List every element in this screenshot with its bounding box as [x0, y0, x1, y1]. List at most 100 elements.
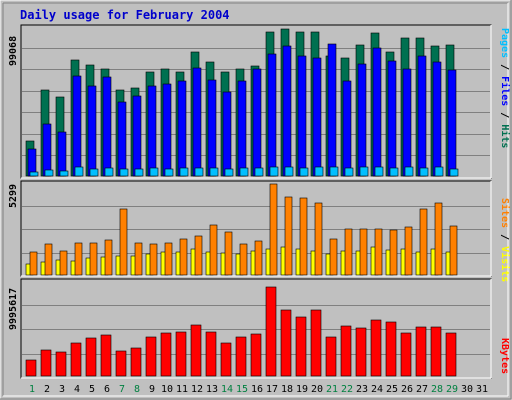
- sites-bar-day-5: [89, 242, 98, 276]
- sites-bar-day-15: [239, 243, 248, 276]
- day-label-16: 16: [251, 384, 263, 395]
- sites-bar-day-2: [44, 243, 53, 276]
- pages-bar-day-15: [239, 167, 249, 177]
- kbytes-bar-day-12: [190, 324, 202, 377]
- sites-bar-day-4: [74, 242, 83, 276]
- pages-bar-day-16: [254, 167, 264, 177]
- files-bar-day-17: [267, 53, 277, 177]
- files-bar-day-23: [357, 63, 367, 177]
- pages-bar-day-28: [434, 166, 444, 177]
- day-label-1: 1: [29, 384, 35, 395]
- pages-bar-day-19: [299, 167, 309, 177]
- day-label-4: 4: [74, 384, 80, 395]
- sites-legend-label: Sites: [499, 198, 511, 228]
- pages-bar-day-9: [149, 167, 159, 177]
- files-bar-day-10: [162, 83, 172, 177]
- hits-legend-label: Hits: [499, 124, 511, 148]
- kbytes-bar-day-17: [265, 286, 277, 377]
- files-legend-label: Files: [499, 76, 511, 106]
- day-label-30: 30: [461, 384, 473, 395]
- files-bar-day-4: [72, 75, 82, 177]
- pages-bar-day-12: [194, 167, 204, 177]
- day-label-15: 15: [236, 384, 248, 395]
- day-label-24: 24: [371, 384, 383, 395]
- sites-bar-day-18: [284, 196, 293, 276]
- kbytes-bar-day-14: [220, 342, 232, 377]
- pages-bar-day-10: [164, 168, 174, 177]
- pages-bar-day-23: [359, 166, 369, 177]
- day-label-26: 26: [401, 384, 413, 395]
- pages-bar-day-6: [104, 167, 114, 177]
- files-bar-day-5: [87, 85, 97, 177]
- files-bar-day-6: [102, 76, 112, 177]
- sites-bar-day-28: [434, 202, 443, 276]
- files-bar-day-22: [342, 80, 352, 177]
- kbytes-max-label: 9995617: [8, 288, 19, 330]
- files-bar-day-21: [327, 43, 337, 177]
- sites-bar-day-22: [344, 228, 353, 276]
- kbytes-bar-day-19: [295, 316, 307, 377]
- files-bar-day-12: [192, 67, 202, 177]
- sites-bar-day-23: [359, 228, 368, 276]
- kbytes-bar-day-5: [85, 337, 97, 377]
- day-axis-labels: 1 2 3 4 5 6 7 8 9 10 11 12 13 14 15 16 17 18 19 20 21 22 23 24 2…: [29, 384, 488, 395]
- sites-bar-day-20: [314, 202, 323, 276]
- kbytes-bar-day-4: [70, 342, 82, 377]
- kbytes-panel: 9995617 KBytes: [8, 278, 510, 379]
- kbytes-bar-day-9: [145, 336, 157, 377]
- pages-legend-label: Pages: [499, 28, 510, 58]
- kbytes-bar-day-15: [235, 336, 247, 377]
- sites-bar-day-21: [329, 238, 338, 276]
- files-bar-day-3: [57, 131, 67, 177]
- chart-title: Daily usage for February 2004: [20, 8, 230, 22]
- day-label-21: 21: [326, 384, 338, 395]
- files-bar-day-9: [147, 85, 157, 177]
- files-bar-day-19: [297, 55, 307, 177]
- files-bar-day-13: [207, 79, 217, 177]
- sites-bar-day-7: [119, 208, 128, 276]
- kbytes-legend-label: KBytes: [499, 338, 510, 374]
- sites-bar-day-12: [194, 235, 203, 276]
- files-bar-day-28: [432, 61, 442, 177]
- kbytes-bar-day-26: [400, 332, 412, 377]
- kbytes-bar-day-7: [115, 350, 127, 377]
- visits-bars: [25, 183, 458, 276]
- sites-bar-day-9: [149, 243, 158, 276]
- sites-bar-day-10: [164, 242, 173, 276]
- hits-max-label: 99068: [8, 36, 19, 66]
- day-label-5: 5: [89, 384, 95, 395]
- kbytes-bar-day-10: [160, 332, 172, 377]
- day-label-11: 11: [176, 384, 188, 395]
- kbytes-bar-day-20: [310, 309, 322, 377]
- hits-panel: 99068 Pages / Files / Hits: [8, 24, 511, 179]
- day-label-13: 13: [206, 384, 218, 395]
- files-bar-day-11: [177, 80, 187, 177]
- kbytes-bar-day-16: [250, 333, 262, 377]
- day-label-23: 23: [356, 384, 368, 395]
- kbytes-bar-day-13: [205, 331, 217, 377]
- kbytes-bar-day-1: [25, 359, 37, 377]
- day-label-31: 31: [476, 384, 488, 395]
- pages-bar-day-11: [179, 167, 189, 177]
- files-bar-day-26: [402, 68, 412, 177]
- pages-bar-day-7: [119, 168, 129, 177]
- pages-bar-day-4: [74, 166, 84, 177]
- day-label-6: 6: [104, 384, 110, 395]
- day-label-22: 22: [341, 384, 353, 395]
- day-label-7: 7: [119, 384, 125, 395]
- kbytes-bar-day-27: [415, 326, 427, 377]
- files-bar-day-20: [312, 57, 322, 177]
- pages-bar-day-18: [284, 166, 294, 177]
- day-label-28: 28: [431, 384, 443, 395]
- sites-bar-day-25: [389, 229, 398, 276]
- day-label-2: 2: [44, 384, 50, 395]
- kbytes-bar-day-18: [280, 309, 292, 377]
- day-label-12: 12: [191, 384, 203, 395]
- sites-bar-day-26: [404, 226, 413, 276]
- sites-bar-day-19: [299, 197, 308, 276]
- files-bar-day-7: [117, 101, 127, 177]
- pages-bar-day-1: [29, 171, 39, 177]
- pages-bar-day-3: [59, 170, 69, 177]
- sites-bar-day-27: [419, 208, 428, 276]
